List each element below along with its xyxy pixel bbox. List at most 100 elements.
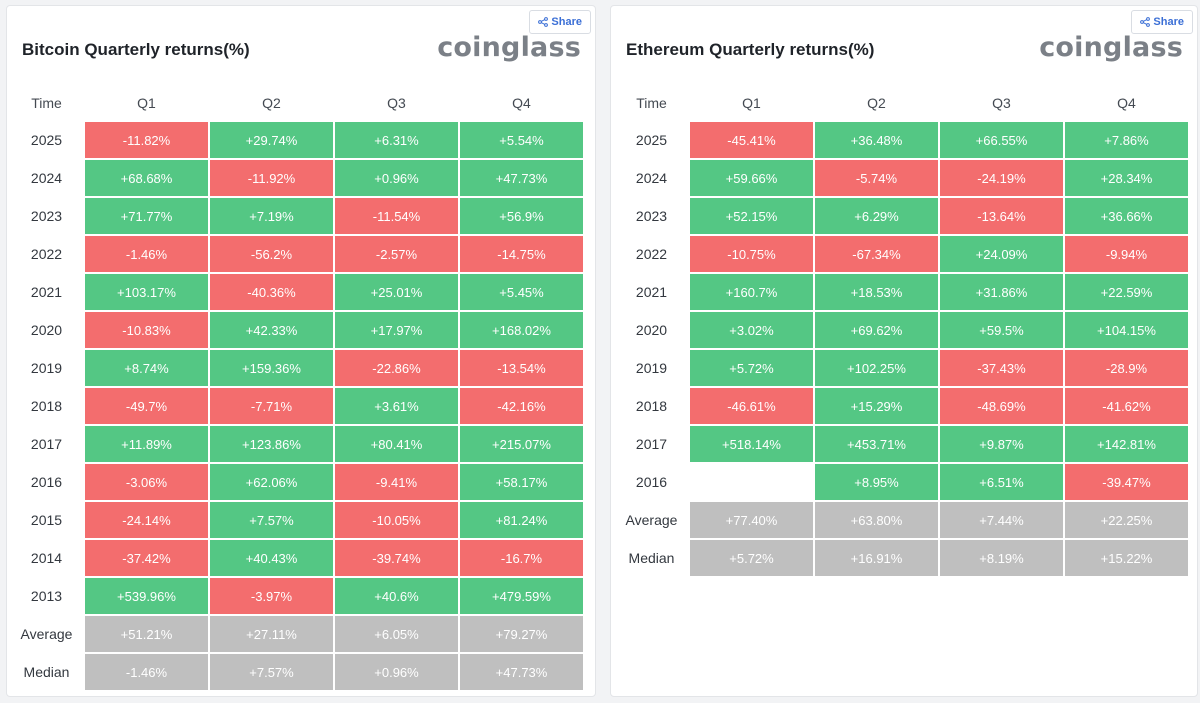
year-label: 2022 bbox=[30, 246, 63, 262]
return-cell: +36.66% bbox=[1065, 198, 1188, 234]
return-cell: -39.47% bbox=[1065, 464, 1188, 500]
column-header-q4: Q4 bbox=[1117, 94, 1136, 111]
table-row: 2013 +539.96% -3.97% +40.6% +479.59% bbox=[10, 578, 583, 614]
return-cell: -37.42% bbox=[85, 540, 208, 576]
return-cell: +42.33% bbox=[210, 312, 333, 348]
year-label: 2019 bbox=[635, 360, 668, 376]
return-cell: -16.7% bbox=[460, 540, 583, 576]
year-label: 2015 bbox=[30, 512, 63, 528]
return-cell: -49.7% bbox=[85, 388, 208, 424]
return-cell: +22.59% bbox=[1065, 274, 1188, 310]
coinglass-logo: coinglass bbox=[1039, 32, 1183, 63]
column-header-q3: Q3 bbox=[992, 94, 1011, 111]
summary-label: Average bbox=[625, 512, 678, 528]
return-cell: +9.87% bbox=[940, 426, 1063, 462]
table-row: 2019 +5.72% +102.25% -37.43% -28.9% bbox=[615, 350, 1188, 386]
year-label: 2018 bbox=[635, 398, 668, 414]
header-row: Time Q1 Q2 Q3 Q4 bbox=[10, 85, 583, 120]
return-cell: -37.43% bbox=[940, 350, 1063, 386]
table-row: 2021 +160.7% +18.53% +31.86% +22.59% bbox=[615, 274, 1188, 310]
summary-cell: +0.96% bbox=[335, 654, 458, 690]
summary-cell: +5.72% bbox=[690, 540, 813, 576]
year-label: 2018 bbox=[30, 398, 63, 414]
return-cell: -46.61% bbox=[690, 388, 813, 424]
return-cell: -45.41% bbox=[690, 122, 813, 158]
table-row: 2024 +68.68% -11.92% +0.96% +47.73% bbox=[10, 160, 583, 196]
return-cell: +15.29% bbox=[815, 388, 938, 424]
table-row: 2025 -45.41% +36.48% +66.55% +7.86% bbox=[615, 122, 1188, 158]
return-cell: -42.16% bbox=[460, 388, 583, 424]
return-cell: -10.75% bbox=[690, 236, 813, 272]
year-label: 2014 bbox=[30, 550, 63, 566]
coinglass-logo: coinglass bbox=[437, 32, 581, 63]
eth-returns-panel: Share Ethereum Quarterly returns(%) coin… bbox=[610, 5, 1198, 697]
return-cell: +66.55% bbox=[940, 122, 1063, 158]
return-cell: +539.96% bbox=[85, 578, 208, 614]
year-label: 2023 bbox=[635, 208, 668, 224]
table-row: 2020 +3.02% +69.62% +59.5% +104.15% bbox=[615, 312, 1188, 348]
summary-label: Median bbox=[23, 664, 70, 680]
share-button[interactable]: Share bbox=[529, 10, 591, 34]
return-cell: +5.54% bbox=[460, 122, 583, 158]
summary-row: Median +5.72% +16.91% +8.19% +15.22% bbox=[615, 540, 1188, 576]
return-cell: -10.05% bbox=[335, 502, 458, 538]
return-cell: +40.43% bbox=[210, 540, 333, 576]
summary-cell: +8.19% bbox=[940, 540, 1063, 576]
share-label: Share bbox=[1153, 16, 1184, 28]
table-row: 2017 +518.14% +453.71% +9.87% +142.81% bbox=[615, 426, 1188, 462]
returns-table: Time Q1 Q2 Q3 Q4 2025 -11.82% +29.74% +6.31% +5.5… bbox=[8, 83, 585, 692]
return-cell: +123.86% bbox=[210, 426, 333, 462]
return-cell: +453.71% bbox=[815, 426, 938, 462]
year-label: 2017 bbox=[30, 436, 63, 452]
return-cell: -11.54% bbox=[335, 198, 458, 234]
return-cell: +8.95% bbox=[815, 464, 938, 500]
table-row: 2016 -3.06% +62.06% -9.41% +58.17% bbox=[10, 464, 583, 500]
return-cell: -11.92% bbox=[210, 160, 333, 196]
return-cell: +81.24% bbox=[460, 502, 583, 538]
summary-cell: +15.22% bbox=[1065, 540, 1188, 576]
return-cell: +36.48% bbox=[815, 122, 938, 158]
returns-table: Time Q1 Q2 Q3 Q4 2025 -45.41% +36.48% +66.55% +7.… bbox=[613, 83, 1190, 578]
return-cell: -2.57% bbox=[335, 236, 458, 272]
return-cell: +104.15% bbox=[1065, 312, 1188, 348]
return-cell: +6.29% bbox=[815, 198, 938, 234]
return-cell: +3.61% bbox=[335, 388, 458, 424]
return-cell: +40.6% bbox=[335, 578, 458, 614]
return-cell: +56.9% bbox=[460, 198, 583, 234]
return-cell: +31.86% bbox=[940, 274, 1063, 310]
return-cell: +6.31% bbox=[335, 122, 458, 158]
return-cell: +58.17% bbox=[460, 464, 583, 500]
summary-row: Median -1.46% +7.57% +0.96% +47.73% bbox=[10, 654, 583, 690]
return-cell: +25.01% bbox=[335, 274, 458, 310]
return-cell: -28.9% bbox=[1065, 350, 1188, 386]
column-header-q4: Q4 bbox=[512, 94, 531, 111]
share-button[interactable]: Share bbox=[1131, 10, 1193, 34]
return-cell bbox=[690, 464, 813, 500]
column-header-q2: Q2 bbox=[867, 94, 886, 111]
share-icon bbox=[538, 17, 549, 27]
return-cell: +102.25% bbox=[815, 350, 938, 386]
summary-cell: +27.11% bbox=[210, 616, 333, 652]
year-label: 2022 bbox=[635, 246, 668, 262]
column-header-time: Time bbox=[31, 94, 62, 111]
return-cell: +28.34% bbox=[1065, 160, 1188, 196]
btc-returns-panel: Share Bitcoin Quarterly returns(%) coing… bbox=[6, 5, 596, 697]
return-cell: +103.17% bbox=[85, 274, 208, 310]
table-row: 2021 +103.17% -40.36% +25.01% +5.45% bbox=[10, 274, 583, 310]
summary-cell: +77.40% bbox=[690, 502, 813, 538]
return-cell: +80.41% bbox=[335, 426, 458, 462]
column-header-q1: Q1 bbox=[137, 94, 156, 111]
column-header-time: Time bbox=[636, 94, 667, 111]
return-cell: +518.14% bbox=[690, 426, 813, 462]
return-cell: -24.19% bbox=[940, 160, 1063, 196]
table-row: 2018 -46.61% +15.29% -48.69% -41.62% bbox=[615, 388, 1188, 424]
summary-cell: +16.91% bbox=[815, 540, 938, 576]
year-label: 2020 bbox=[635, 322, 668, 338]
return-cell: +5.45% bbox=[460, 274, 583, 310]
panel-title: Bitcoin Quarterly returns(%) bbox=[22, 40, 250, 59]
return-cell: -9.41% bbox=[335, 464, 458, 500]
year-label: 2021 bbox=[30, 284, 63, 300]
return-cell: -22.86% bbox=[335, 350, 458, 386]
return-cell: -24.14% bbox=[85, 502, 208, 538]
return-cell: +215.07% bbox=[460, 426, 583, 462]
